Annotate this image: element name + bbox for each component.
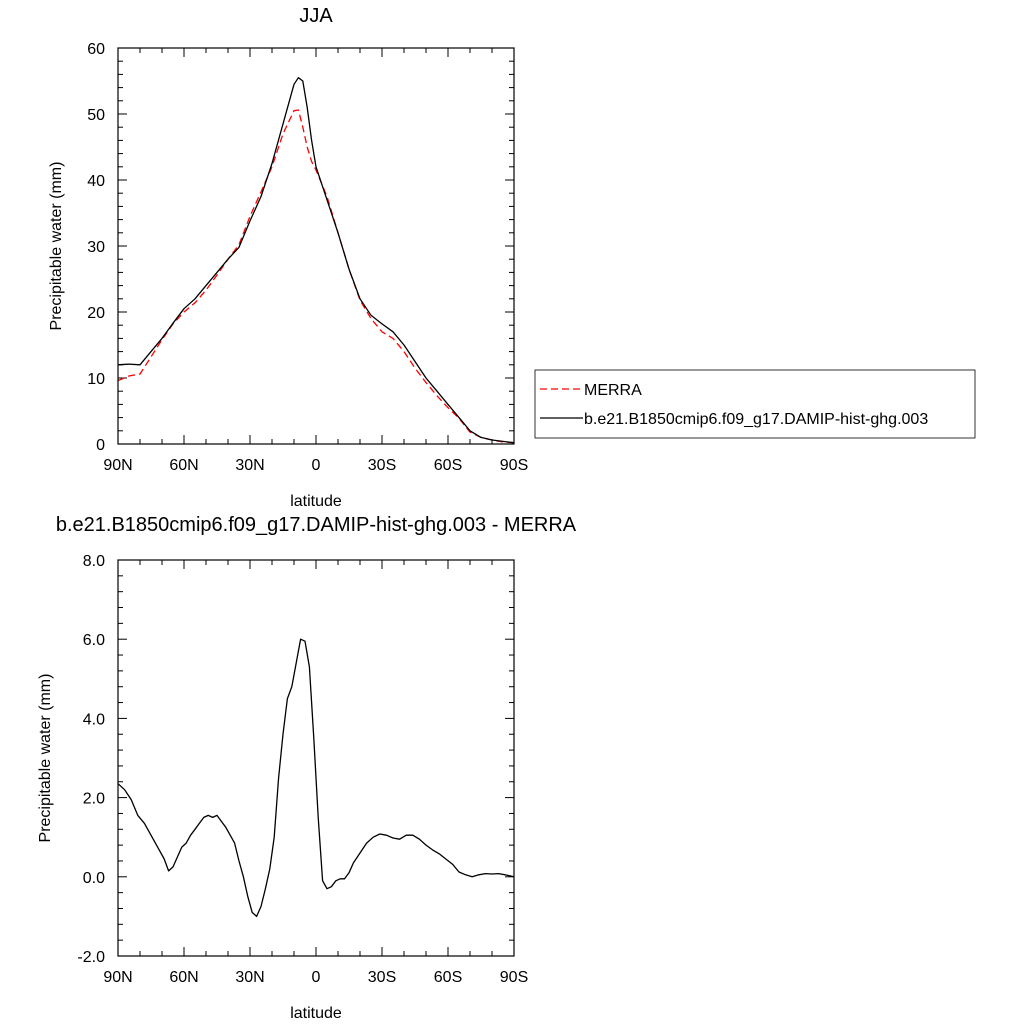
bottom-chart-ytick-label: 6.0 [83,632,105,649]
top-chart-ylabel: Precipitable water (mm) [48,162,65,331]
top-chart-series [117,77,515,444]
top-chart-ticks: 90N 60N 30N 0 30S 60S 90S 0 10 20 30 40 50 60 [87,41,528,474]
top-chart-ytick-label: 0 [96,437,105,454]
top-chart-ytick-label: 30 [87,239,105,256]
bottom-chart-ticks: 90N 60N 30N 0 30S 60S 90S -2.0 0.0 2.0 4.0 6.0 8.0 [77,553,528,986]
top-chart-title: JJA [299,5,333,27]
legend: MERRA b.e21.B1850cmip6.f09_g17.DAMIP-his… [534,369,976,439]
bottom-chart-xtick-label: 30S [368,969,396,986]
bottom-chart-series-difference-line [117,638,515,918]
bottom-chart-ytick-label: 8.0 [83,553,105,570]
bottom-chart-xtick-label: 60N [169,969,198,986]
top-chart-xtick-label: 60S [434,457,462,474]
bottom-chart-ytick-label: -2.0 [77,949,105,966]
top-chart-ytick-label: 20 [87,305,105,322]
bottom-chart-xtick-label: 0 [312,969,321,986]
top-chart-ytick-label: 50 [87,107,105,124]
top-chart-ytick-label: 10 [87,371,105,388]
top-chart-ytick-label: 60 [87,41,105,58]
top-chart-xtick-label: 60N [169,457,198,474]
bottom-chart-xtick-label: 60S [434,969,462,986]
top-chart-frame [117,47,515,445]
bottom-chart-ytick-label: 0.0 [83,870,105,887]
bottom-chart-frame [117,559,515,957]
bottom-chart-xtick-label: 30N [235,969,264,986]
top-chart-series-model-line [117,77,515,444]
legend-label-model: b.e21.B1850cmip6.f09_g17.DAMIP-hist-ghg.… [584,411,928,428]
top-chart-xtick-label: 30N [235,457,264,474]
legend-box [534,369,976,439]
top-chart-ytick-label: 40 [87,173,105,190]
top-chart-series-merra-line [117,109,515,444]
legend-label-merra: MERRA [584,382,642,399]
top-chart: JJA 90N 60N 30N 0 30S 60S 90S 0 10 20 30 40 50 60 lat… [48,5,528,510]
bottom-chart-ylabel: Precipitable water (mm) [37,674,54,843]
top-chart-xlabel: latitude [290,493,342,510]
bottom-chart-series [117,638,515,918]
bottom-chart: b.e21.B1850cmip6.f09_g17.DAMIP-hist-ghg.… [37,514,577,1022]
bottom-chart-xtick-label: 90S [500,969,528,986]
bottom-chart-ytick-label: 4.0 [83,711,105,728]
bottom-chart-ytick-label: 2.0 [83,791,105,808]
top-chart-xtick-label: 90S [500,457,528,474]
bottom-chart-xtick-label: 90N [103,969,132,986]
bottom-chart-xlabel: latitude [290,1005,342,1022]
top-chart-xtick-label: 30S [368,457,396,474]
top-chart-xtick-label: 90N [103,457,132,474]
top-chart-xtick-label: 0 [312,457,321,474]
bottom-chart-title: b.e21.B1850cmip6.f09_g17.DAMIP-hist-ghg.… [56,514,577,536]
